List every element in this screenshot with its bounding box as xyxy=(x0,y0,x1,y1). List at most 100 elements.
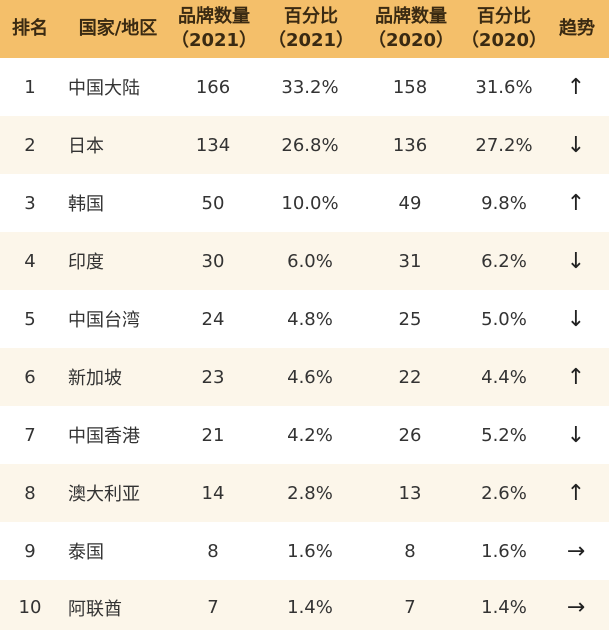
pct-2020-cell: 31.6% xyxy=(475,76,533,98)
header-pct-2020-line1: 百分比 xyxy=(477,6,531,27)
table-header: 排名 国家/地区 品牌数量 （2021） 百分比 （2021） 品牌数量 （20… xyxy=(0,0,609,58)
header-rank-label: 排名 xyxy=(12,18,48,39)
trend-arrow-icon: ↓ xyxy=(566,248,586,274)
brands-2021-cell: 166 xyxy=(195,76,231,98)
header-pct-2021: 百分比 （2021） xyxy=(268,0,354,58)
region-cell: 澳大利亚 xyxy=(68,484,140,505)
header-region-label: 国家/地区 xyxy=(78,18,158,39)
header-brands-2021-line2: （2021） xyxy=(170,30,258,51)
pct-2021-cell: 4.8% xyxy=(287,308,333,330)
pct-2021-cell: 4.2% xyxy=(287,424,333,446)
pct-2020-cell: 4.4% xyxy=(481,366,527,388)
region-cell: 新加坡 xyxy=(68,368,122,389)
brands-2021-cell: 8 xyxy=(207,540,219,562)
table-row: 10 阿联酋 7 1.4% 7 1.4% → xyxy=(0,580,609,630)
pct-2021-cell: 1.6% xyxy=(287,540,333,562)
pct-2020-cell: 1.4% xyxy=(481,597,527,618)
brands-2021-cell: 7 xyxy=(207,597,219,618)
table-row: 2 日本 134 26.8% 136 27.2% ↓ xyxy=(0,116,609,174)
table-row: 1 中国大陆 166 33.2% 158 31.6% ↑ xyxy=(0,58,609,116)
table-row: 4 印度 30 6.0% 31 6.2% ↓ xyxy=(0,232,609,290)
header-brands-2021-line1: 品牌数量 xyxy=(178,6,250,27)
table-row: 5 中国台湾 24 4.8% 25 5.0% ↓ xyxy=(0,290,609,348)
trend-arrow-icon: ↓ xyxy=(566,132,586,158)
brands-2020-cell: 13 xyxy=(398,482,422,504)
brands-2020-cell: 26 xyxy=(398,424,422,446)
region-cell: 日本 xyxy=(68,136,104,157)
header-pct-2021-line1: 百分比 xyxy=(284,6,338,27)
trend-arrow-icon: ↓ xyxy=(566,306,586,332)
pct-2020-cell: 5.0% xyxy=(481,308,527,330)
brands-2020-cell: 31 xyxy=(398,250,422,272)
table-row: 6 新加坡 23 4.6% 22 4.4% ↑ xyxy=(0,348,609,406)
trend-arrow-icon: ↓ xyxy=(566,422,586,448)
brands-2020-cell: 25 xyxy=(398,308,422,330)
brands-2021-cell: 21 xyxy=(201,424,225,446)
header-brands-2020-line2: （2020） xyxy=(367,30,455,51)
rank-cell: 9 xyxy=(24,540,36,562)
trend-arrow-icon: ↑ xyxy=(566,74,586,100)
pct-2020-cell: 2.6% xyxy=(481,482,527,504)
region-cell: 中国大陆 xyxy=(68,78,140,99)
header-pct-2020: 百分比 （2020） xyxy=(460,0,548,58)
pct-2020-cell: 1.6% xyxy=(481,540,527,562)
header-brands-2021: 品牌数量 （2021） xyxy=(170,0,258,58)
brands-2020-cell: 22 xyxy=(398,366,422,388)
pct-2021-cell: 33.2% xyxy=(281,76,339,98)
rank-cell: 1 xyxy=(24,76,36,98)
brands-2020-cell: 7 xyxy=(404,597,416,618)
table-row: 9 泰国 8 1.6% 8 1.6% → xyxy=(0,522,609,580)
table-row: 3 韩国 50 10.0% 49 9.8% ↑ xyxy=(0,174,609,232)
brands-2021-cell: 50 xyxy=(201,192,225,214)
pct-2021-cell: 2.8% xyxy=(287,482,333,504)
rank-cell: 6 xyxy=(24,366,36,388)
header-region: 国家/地区 xyxy=(62,0,174,58)
brands-2020-cell: 49 xyxy=(398,192,422,214)
pct-2021-cell: 10.0% xyxy=(281,192,339,214)
region-cell: 阿联酋 xyxy=(68,598,122,620)
header-rank: 排名 xyxy=(0,0,60,58)
rank-cell: 3 xyxy=(24,192,36,214)
pct-2020-cell: 27.2% xyxy=(475,134,533,156)
brands-2020-cell: 8 xyxy=(404,540,416,562)
header-pct-2021-line2: （2021） xyxy=(267,30,355,51)
region-cell: 中国台湾 xyxy=(68,310,140,331)
trend-arrow-icon: → xyxy=(566,595,586,620)
rank-cell: 8 xyxy=(24,482,36,504)
trend-arrow-icon: ↑ xyxy=(566,480,586,506)
trend-arrow-icon: ↑ xyxy=(566,364,586,390)
header-brands-2020-line1: 品牌数量 xyxy=(375,6,447,27)
brands-2021-cell: 24 xyxy=(201,308,225,330)
brands-2020-cell: 136 xyxy=(392,134,428,156)
header-brands-2020: 品牌数量 （2020） xyxy=(368,0,454,58)
brands-2021-cell: 14 xyxy=(201,482,225,504)
brands-2020-cell: 158 xyxy=(392,76,428,98)
rank-cell: 10 xyxy=(18,597,42,618)
pct-2020-cell: 6.2% xyxy=(481,250,527,272)
header-trend: 趋势 xyxy=(548,0,606,58)
brands-2021-cell: 134 xyxy=(195,134,231,156)
rank-cell: 7 xyxy=(24,424,36,446)
region-cell: 印度 xyxy=(68,252,104,273)
rank-cell: 5 xyxy=(24,308,36,330)
rank-cell: 2 xyxy=(24,134,36,156)
region-cell: 韩国 xyxy=(68,194,104,215)
pct-2021-cell: 26.8% xyxy=(281,134,339,156)
region-cell: 泰国 xyxy=(68,542,104,563)
table-row: 8 澳大利亚 14 2.8% 13 2.6% ↑ xyxy=(0,464,609,522)
pct-2021-cell: 6.0% xyxy=(287,250,333,272)
brands-2021-cell: 23 xyxy=(201,366,225,388)
trend-arrow-icon: ↑ xyxy=(566,190,586,216)
pct-2021-cell: 4.6% xyxy=(287,366,333,388)
pct-2020-cell: 9.8% xyxy=(481,192,527,214)
pct-2020-cell: 5.2% xyxy=(481,424,527,446)
trend-arrow-icon: → xyxy=(566,538,586,564)
brands-2021-cell: 30 xyxy=(201,250,225,272)
table-row: 7 中国香港 21 4.2% 26 5.2% ↓ xyxy=(0,406,609,464)
pct-2021-cell: 1.4% xyxy=(287,597,333,618)
region-cell: 中国香港 xyxy=(68,426,140,447)
header-pct-2020-line2: （2020） xyxy=(460,30,548,51)
header-trend-label: 趋势 xyxy=(559,18,595,39)
rank-cell: 4 xyxy=(24,250,36,272)
